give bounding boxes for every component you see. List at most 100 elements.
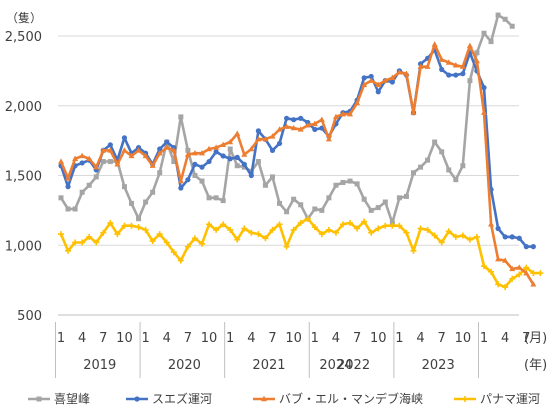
data-point bbox=[516, 235, 522, 241]
data-point bbox=[502, 16, 508, 22]
data-point bbox=[537, 270, 544, 277]
x-tick-label: 7 bbox=[184, 331, 192, 346]
x-tick-label: 10 bbox=[116, 331, 133, 346]
data-point bbox=[368, 229, 375, 236]
x-year-label: 2021 bbox=[252, 358, 285, 373]
data-point bbox=[516, 264, 523, 270]
data-point bbox=[410, 109, 417, 115]
data-point bbox=[177, 177, 184, 184]
data-point bbox=[361, 196, 367, 202]
data-point bbox=[121, 135, 128, 141]
data-point bbox=[163, 239, 170, 246]
data-point bbox=[481, 263, 487, 270]
data-point bbox=[128, 152, 135, 159]
data-point bbox=[93, 174, 99, 180]
data-point bbox=[298, 115, 304, 121]
data-point bbox=[58, 231, 64, 238]
data-point bbox=[439, 149, 445, 155]
data-point bbox=[530, 281, 537, 287]
y-tick-label: 1,000 bbox=[5, 239, 42, 254]
data-point bbox=[459, 232, 466, 239]
data-point bbox=[297, 219, 304, 226]
x-year-label: 2019 bbox=[83, 358, 116, 373]
data-point bbox=[220, 141, 227, 148]
data-point bbox=[509, 275, 516, 282]
data-point bbox=[234, 154, 240, 160]
data-point bbox=[79, 160, 85, 166]
data-point bbox=[325, 136, 332, 142]
data-point bbox=[199, 149, 205, 156]
x-tick-label: 10 bbox=[285, 331, 302, 346]
data-point bbox=[213, 195, 219, 201]
data-point bbox=[375, 205, 381, 211]
data-point bbox=[241, 151, 248, 157]
data-point bbox=[291, 117, 297, 123]
data-point bbox=[347, 178, 353, 184]
data-point bbox=[270, 174, 275, 180]
data-point bbox=[445, 228, 452, 235]
data-point bbox=[129, 200, 134, 206]
data-point bbox=[136, 216, 142, 222]
data-point bbox=[368, 207, 374, 213]
legend-marker bbox=[36, 396, 42, 402]
data-point bbox=[446, 167, 452, 173]
data-point bbox=[100, 147, 107, 153]
data-point bbox=[460, 163, 466, 169]
data-point bbox=[220, 221, 227, 228]
data-point bbox=[291, 196, 297, 202]
data-point bbox=[438, 56, 445, 62]
data-point bbox=[163, 144, 170, 150]
data-point bbox=[234, 163, 240, 169]
data-point bbox=[439, 66, 445, 73]
legend-marker bbox=[462, 396, 468, 402]
series-2 bbox=[58, 41, 537, 287]
data-point bbox=[311, 120, 318, 127]
x-tick-label: 7 bbox=[353, 331, 361, 346]
data-point bbox=[276, 126, 283, 132]
data-point bbox=[424, 226, 431, 233]
data-point bbox=[262, 235, 269, 242]
data-point bbox=[262, 182, 268, 188]
data-point bbox=[290, 124, 297, 131]
data-point bbox=[150, 189, 156, 195]
data-point bbox=[206, 145, 213, 152]
data-point bbox=[523, 264, 530, 271]
data-point bbox=[382, 222, 389, 229]
data-point bbox=[170, 147, 177, 153]
data-point bbox=[290, 226, 297, 233]
data-point bbox=[502, 284, 509, 291]
data-point bbox=[178, 185, 184, 191]
data-point bbox=[220, 153, 226, 159]
data-point bbox=[184, 243, 191, 250]
data-point bbox=[213, 226, 220, 233]
data-point bbox=[375, 225, 382, 232]
y-tick-label: 1,500 bbox=[5, 170, 42, 185]
data-point bbox=[100, 159, 106, 165]
data-point bbox=[361, 75, 367, 81]
data-point bbox=[452, 62, 459, 68]
data-point bbox=[269, 226, 276, 233]
data-point bbox=[466, 236, 473, 243]
legend-label: バブ・エル・マンデブ海峡 bbox=[279, 391, 423, 406]
data-point bbox=[227, 138, 234, 145]
data-point bbox=[459, 63, 466, 69]
x-tick-label: 7 bbox=[268, 331, 276, 346]
data-point bbox=[107, 159, 113, 165]
legend: 喜望峰 スエズ運河 バブ・エル・マンデブ海峡 パナマ運河 bbox=[28, 391, 540, 406]
data-point bbox=[481, 85, 487, 91]
data-point bbox=[79, 189, 85, 195]
data-point bbox=[206, 195, 212, 201]
data-point bbox=[206, 221, 213, 228]
data-point bbox=[107, 147, 114, 153]
y-tick-label: 500 bbox=[17, 309, 42, 324]
data-point bbox=[191, 235, 198, 242]
data-point bbox=[156, 231, 163, 238]
data-point bbox=[466, 42, 473, 48]
data-point bbox=[403, 70, 410, 76]
data-point bbox=[488, 268, 495, 275]
data-point bbox=[227, 226, 234, 233]
data-point bbox=[107, 219, 114, 226]
data-point bbox=[121, 184, 127, 190]
data-point bbox=[185, 147, 191, 153]
x-tick-label: 1 bbox=[226, 331, 234, 346]
